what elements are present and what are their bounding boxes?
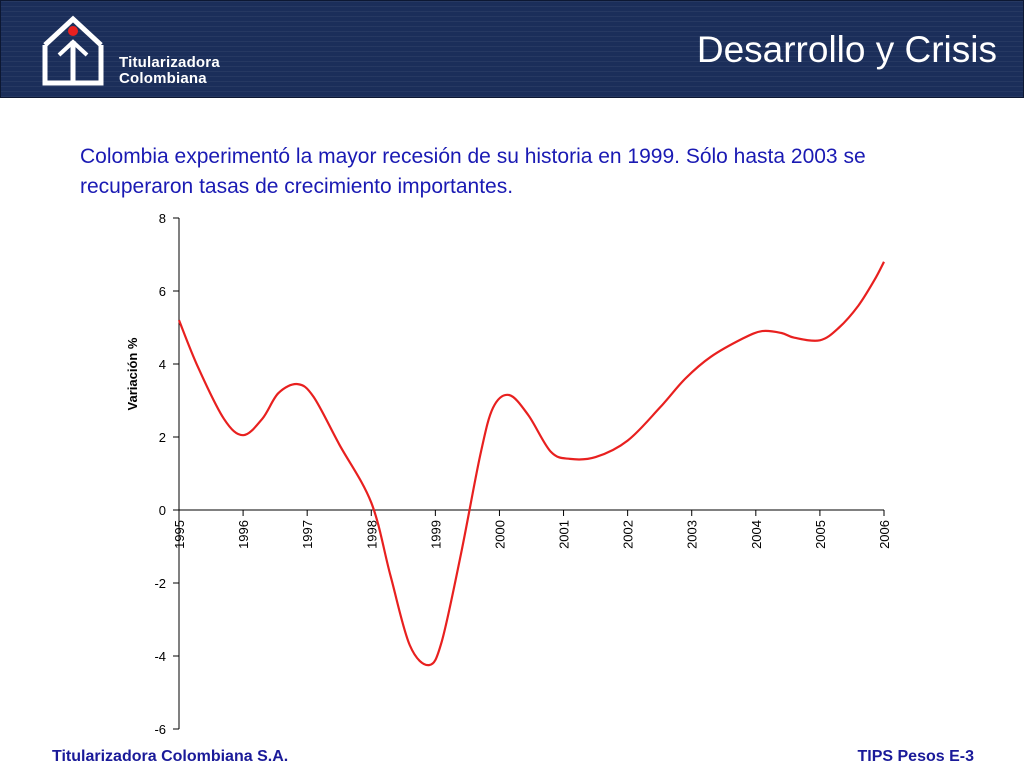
x-tick-label: 2002: [621, 520, 636, 549]
logo-wordmark: Titularizadora Colombiana: [119, 55, 220, 87]
x-tick-label: 1996: [236, 520, 251, 549]
y-tick-label: -2: [154, 576, 166, 591]
logo-dot: [68, 26, 78, 36]
intro-paragraph: Colombia experimentó la mayor recesión d…: [80, 145, 866, 198]
x-tick-label: 1998: [364, 520, 379, 549]
footer-company: Titularizadora Colombiana S.A.: [52, 748, 289, 765]
y-tick-label: -4: [154, 649, 166, 664]
y-tick-label: 8: [159, 211, 166, 226]
series-line: [177, 261, 885, 667]
y-tick-label: 4: [159, 357, 166, 372]
company-logo: Titularizadora Colombiana: [39, 15, 269, 87]
x-tick-label: 2000: [492, 520, 507, 549]
x-tick-label: 2003: [685, 520, 700, 549]
x-tick-label: 2006: [877, 520, 892, 549]
slide-title: Desarrollo y Crisis: [696, 29, 997, 70]
logo-line-1: Titularizadora: [119, 54, 220, 71]
x-tick-label: 2004: [749, 520, 764, 549]
y-tick-label: -6: [154, 722, 166, 737]
footer-code: TIPS Pesos E-3: [857, 748, 975, 765]
y-axis-title: Variación %: [125, 337, 140, 410]
x-tick-label: 1997: [300, 520, 315, 549]
y-tick-label: 2: [159, 430, 166, 445]
y-tick-label: 6: [159, 284, 166, 299]
x-tick-label: 1995: [172, 520, 187, 549]
house-arrow-icon: [42, 15, 104, 86]
x-tick-label: 2005: [813, 520, 828, 549]
x-tick-label: 2001: [557, 520, 572, 549]
gdp-growth-line-chart: 8 6 4 2 0 -2 -4 -6 1995 1996 1997 1998 1999 2000 2001 2…: [125, 211, 892, 737]
x-tick-label: 1999: [428, 520, 443, 549]
y-tick-label: 0: [159, 503, 166, 518]
logo-line-2: Colombiana: [119, 70, 207, 87]
header-banner: Titularizadora Colombiana Desarrollo y C…: [0, 0, 1024, 98]
